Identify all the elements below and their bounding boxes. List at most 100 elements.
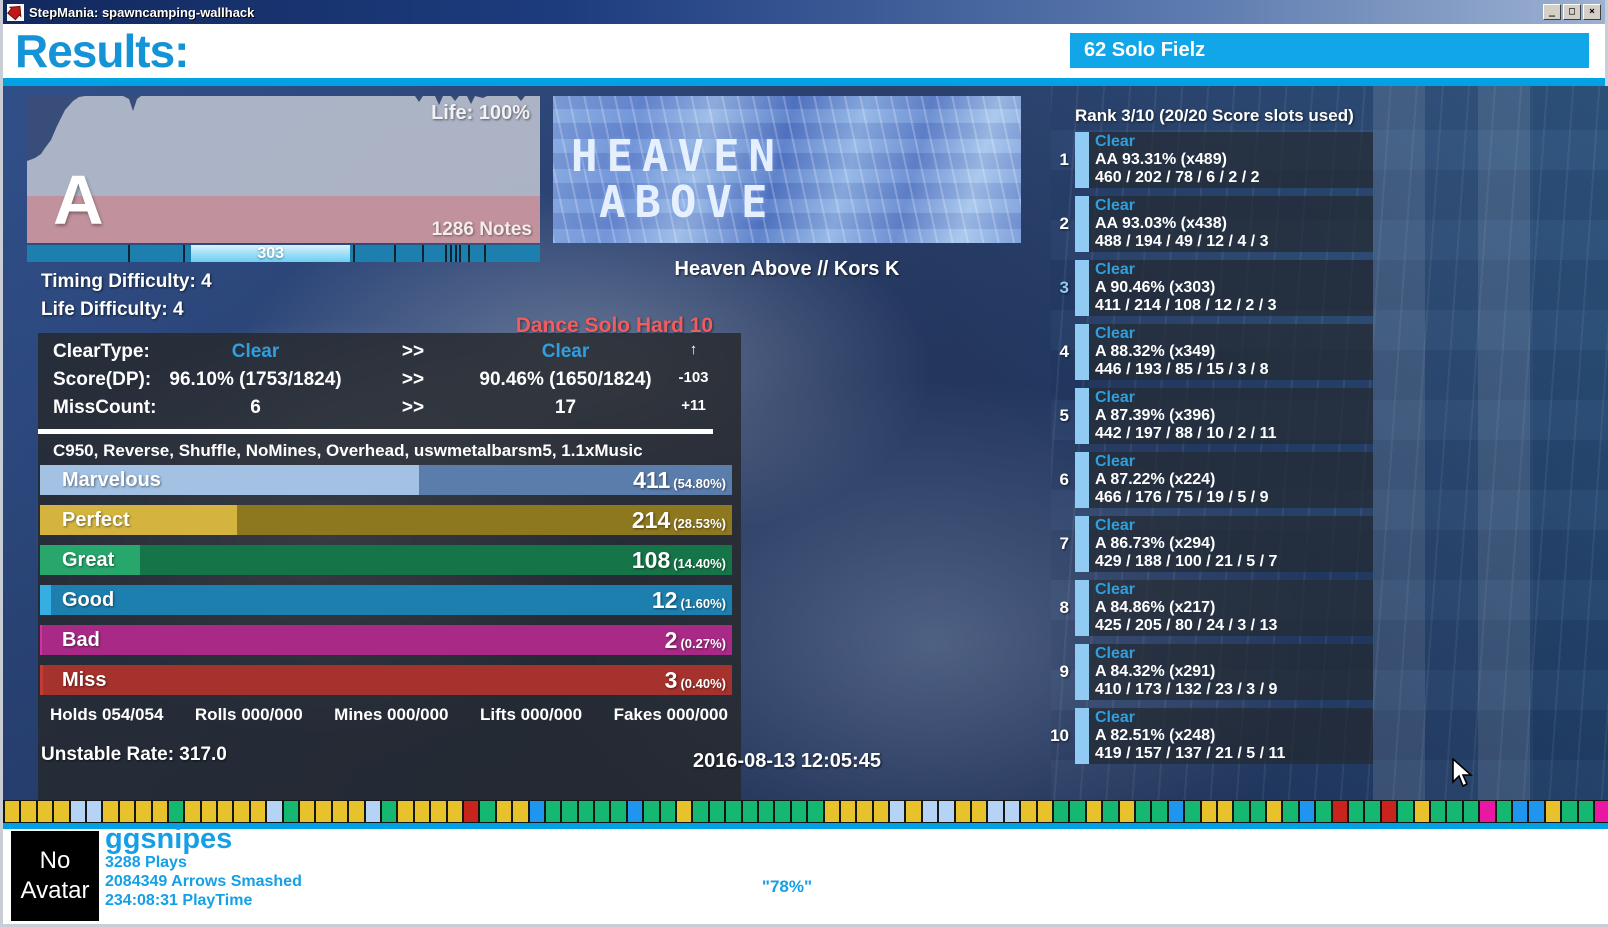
- rank-entry-body: Clear A 84.32% (x291) 410 / 173 / 132 / 23…: [1075, 644, 1373, 700]
- note-count-label: 1286 Notes: [431, 219, 532, 240]
- rank-number: 9: [1059, 662, 1069, 681]
- measure-square: [1414, 801, 1429, 822]
- judgment-fill: [40, 665, 43, 695]
- measure-judgment-strip: [3, 800, 1608, 823]
- life-percent-label: Life: 100%: [431, 102, 530, 124]
- mouse-cursor: [1452, 758, 1473, 788]
- measure-square: [1332, 801, 1348, 822]
- rank-entry-text: Clear A 90.46% (x303) 411 / 214 / 108 / 12…: [1095, 261, 1276, 315]
- measure-square: [644, 801, 659, 822]
- measure-square: [545, 801, 561, 822]
- song-banner: HEAVEN ABOVE: [553, 96, 1021, 243]
- measure-square: [1545, 801, 1561, 822]
- measure-square: [939, 801, 954, 822]
- close-button[interactable]: ×: [1583, 4, 1601, 20]
- judgment-bar-good: Good 12 (1.60%): [40, 585, 732, 615]
- combo-tick: [352, 245, 355, 262]
- measure-square: [152, 801, 167, 822]
- judgment-label: Marvelous: [62, 469, 161, 491]
- grade-panel: Life: 100% A 1286 Notes: [27, 96, 540, 243]
- measure-square: [1496, 801, 1511, 822]
- measure-square: [1480, 801, 1495, 822]
- measure-square: [824, 801, 839, 822]
- measure-square: [1283, 801, 1298, 822]
- rank-stripe: [1075, 260, 1089, 316]
- compare-delta: -103: [678, 369, 709, 386]
- measure-square: [1594, 801, 1608, 822]
- modifier-list: C950, Reverse, Shuffle, NoMines, Overhea…: [53, 441, 643, 460]
- measure-square: [1398, 801, 1413, 822]
- judgment-bar-perfect: Perfect 214 (28.53%): [40, 505, 732, 535]
- measure-square: [349, 801, 364, 822]
- measure-square: [578, 801, 594, 822]
- rank-stripe: [1075, 388, 1089, 444]
- timing-difficulty: Timing Difficulty: 4: [41, 271, 212, 292]
- rank-header: Rank 3/10 (20/20 Score slots used): [1075, 106, 1354, 125]
- judgment-label: Bad: [62, 629, 100, 651]
- measure-square: [693, 801, 708, 822]
- rank-stats: 466 / 176 / 75 / 19 / 5 / 9: [1095, 489, 1269, 506]
- judgment-label: Perfect: [62, 509, 130, 531]
- measure-square: [1119, 801, 1134, 822]
- measure-square: [857, 801, 872, 822]
- minimize-button[interactable]: _: [1543, 4, 1561, 20]
- measure-square: [1185, 801, 1200, 822]
- measure-square: [972, 801, 987, 822]
- measure-square: [1234, 801, 1249, 822]
- measure-square: [1217, 801, 1233, 822]
- measure-square: [1365, 801, 1380, 822]
- measure-square: [988, 801, 1003, 822]
- rank-entry-text: Clear A 84.32% (x291) 410 / 173 / 132 / 23…: [1095, 645, 1277, 699]
- rank-number: 2: [1059, 214, 1069, 233]
- measure-square: [1267, 801, 1282, 822]
- rank-score: AA 93.31% (x489): [1095, 151, 1227, 168]
- rank-score: AA 93.03% (x438): [1095, 215, 1227, 232]
- rank-entry-8: 8 Clear A 84.86% (x217) 425 / 205 / 80 / 24…: [1045, 580, 1375, 636]
- rank-clear-type: Clear: [1095, 261, 1136, 278]
- chart-difficulty: Dance Solo Hard 10: [515, 314, 713, 337]
- rank-clear-type: Clear: [1095, 645, 1136, 662]
- maximize-button[interactable]: □: [1563, 4, 1581, 20]
- title-bar[interactable]: StepMania: spawncamping-wallhack _ □ ×: [3, 0, 1605, 24]
- judgment-count: 411 (54.80%): [633, 467, 726, 493]
- rank-number: 3: [1059, 278, 1069, 297]
- rank-score: A 90.46% (x303): [1095, 279, 1216, 296]
- measure-square: [1250, 801, 1266, 822]
- window-title: StepMania: spawncamping-wallhack: [29, 4, 255, 20]
- combo-tick: [393, 245, 396, 262]
- combo-tick: [468, 245, 471, 262]
- measure-square: [365, 801, 380, 822]
- measure-square: [431, 801, 446, 822]
- hold-counts-row: Holds 054/054 Rolls 000/000 Mines 000/000 L…: [50, 705, 728, 725]
- measure-square: [873, 801, 889, 822]
- measure-square: [332, 801, 348, 822]
- measure-square: [168, 801, 184, 822]
- rank-stripe: [1075, 324, 1089, 380]
- measure-square: [611, 801, 626, 822]
- measure-square: [758, 801, 774, 822]
- footer-divider: [3, 823, 1608, 829]
- measure-square: [1070, 801, 1085, 822]
- rank-clear-type: Clear: [1095, 197, 1136, 214]
- compare-delta: +11: [681, 397, 706, 414]
- rank-stripe: [1075, 708, 1089, 764]
- judgment-count: 108 (14.40%): [631, 547, 726, 573]
- measure-square: [513, 801, 528, 822]
- count-item: Lifts 000/000: [480, 705, 583, 724]
- rank-entry-5: 5 Clear A 87.39% (x396) 442 / 197 / 88 / 10…: [1045, 388, 1375, 444]
- judgment-bars: Marvelous 411 (54.80%) Perfect 214 (28.53%) Gr…: [40, 465, 732, 705]
- stepmania-logo-icon: [7, 3, 24, 21]
- rank-score: A 84.32% (x291): [1095, 663, 1216, 680]
- compare-old-value: 6: [250, 397, 261, 418]
- measure-square: [1168, 801, 1184, 822]
- rank-entry-6: 6 Clear A 87.22% (x224) 466 / 176 / 75 / 19…: [1045, 452, 1375, 508]
- rank-entry-4: 4 Clear A 88.32% (x349) 446 / 193 / 85 / 15…: [1045, 324, 1375, 380]
- compare-label: Score(DP):: [53, 369, 152, 390]
- measure-square: [775, 801, 790, 822]
- measure-square: [1430, 801, 1446, 822]
- compare-old-value: Clear: [231, 341, 280, 362]
- rank-score: A 86.73% (x294): [1095, 535, 1216, 552]
- measure-square: [1316, 801, 1331, 822]
- count-item: Rolls 000/000: [194, 705, 303, 724]
